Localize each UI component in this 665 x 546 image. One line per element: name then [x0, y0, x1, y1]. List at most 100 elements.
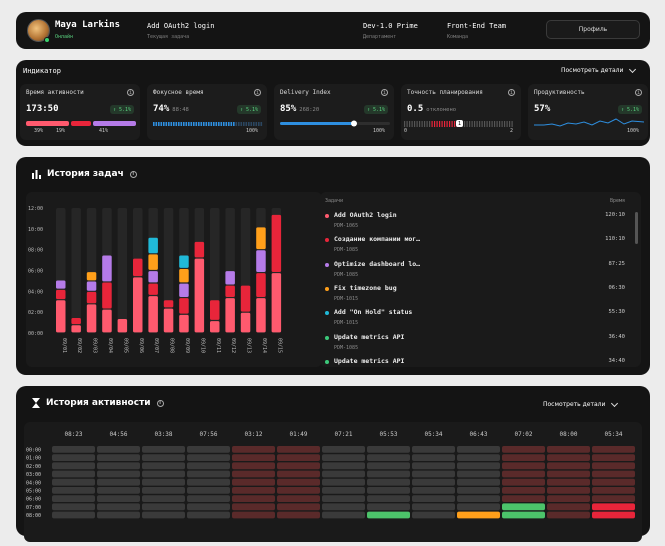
- scale-tick: [469, 121, 471, 127]
- task-list-item[interactable]: Add "On Hold" status PDM-1015 55:30: [325, 308, 625, 332]
- scale-tick: [506, 121, 508, 127]
- heatmap-cell: [367, 470, 410, 478]
- bar-segment: [71, 325, 81, 333]
- heatmap-cell: [97, 454, 140, 461]
- heatmap-cell: [592, 487, 635, 494]
- bar-segment: [117, 319, 128, 333]
- task-list-item[interactable]: Add OAuth2 login PDM-1065 120:10: [325, 211, 625, 235]
- y-tick-label: 06:00: [28, 269, 43, 275]
- y-tick-label: 04:00: [28, 289, 43, 295]
- heatmap-cell: [277, 503, 320, 511]
- focus-tick: [210, 122, 213, 126]
- accuracy-marker: 1: [456, 120, 463, 127]
- list-scrollbar[interactable]: [635, 212, 638, 244]
- metric-title: Время активности: [26, 89, 84, 96]
- bar-segment: [179, 255, 189, 268]
- focus-tick: [233, 122, 235, 126]
- heatmap-cell: [367, 503, 410, 511]
- activity-view-details[interactable]: Посмотреть детали: [543, 399, 619, 408]
- heatmap-cell: [142, 503, 185, 511]
- x-tick-label: 09/12: [230, 338, 236, 353]
- info-icon[interactable]: i: [127, 89, 134, 96]
- heatmap-cell: [52, 487, 95, 494]
- focus-tick: [178, 122, 180, 126]
- x-tick-label: 09/15: [276, 338, 282, 353]
- heatmap-cell: [367, 511, 410, 519]
- heatmap-cell: [97, 478, 140, 486]
- heatmap-cell: [547, 470, 590, 478]
- task-list-item[interactable]: Update metrics API 34:40: [325, 357, 625, 367]
- scale-tick: [504, 121, 506, 127]
- task-list-item[interactable]: Update metrics API PDM-1085 36:40: [325, 333, 625, 357]
- scale-tick: [429, 121, 431, 127]
- task-color-dot: [325, 286, 329, 291]
- indicator-view-details[interactable]: Посмотреть детали: [561, 65, 637, 74]
- task-list-item[interactable]: Создание компании мог… PDM-1085 110:10: [325, 235, 625, 259]
- heatmap-cell: [187, 470, 230, 478]
- chevron-down-icon: [629, 65, 637, 73]
- heatmap-cell: [232, 446, 275, 453]
- info-icon[interactable]: i: [156, 399, 164, 407]
- metric-focus-time[interactable]: Фокусное время i 74% 88:48 ↑ 5.1% 100%: [147, 84, 267, 140]
- bar-segment: [256, 273, 266, 297]
- heatmap-cell: [502, 470, 545, 478]
- bar-segment: [256, 227, 266, 250]
- heatmap-cell: [142, 495, 185, 502]
- heatmap-cell: [142, 478, 185, 486]
- focus-tick: [245, 122, 248, 126]
- chevron-down-icon: [611, 399, 619, 407]
- info-icon[interactable]: i: [254, 89, 261, 96]
- metric-active-time[interactable]: Время активности i 173:50 ↑ 5.1% 39% 19%…: [20, 84, 140, 140]
- heatmap-cell: [502, 503, 545, 511]
- profile-button[interactable]: Профиль: [546, 20, 640, 39]
- heatmap-cell: [457, 478, 500, 486]
- scale-min: 0: [404, 128, 408, 134]
- avatar[interactable]: [27, 19, 50, 42]
- info-icon[interactable]: i: [381, 89, 388, 96]
- heatmap-cell: [502, 454, 545, 461]
- bar-segment: [210, 321, 220, 333]
- metric-planning-accuracy[interactable]: Точность планирования i 0.5 отклонено 1 0…: [401, 84, 521, 140]
- focus-tick: [253, 122, 255, 126]
- task-list-item[interactable]: Fix timezone bug PDM-1015 06:30: [325, 284, 625, 308]
- scale-max: 100%: [246, 128, 259, 134]
- focus-tick: [248, 122, 250, 126]
- heatmap-cell: [457, 487, 500, 494]
- scale-tick: [454, 121, 456, 127]
- productivity-sparkline: [534, 118, 644, 127]
- bar-segment: [148, 237, 158, 254]
- metric-productivity[interactable]: Продуктивность i 57% ↑ 5.1% 100%: [528, 84, 648, 140]
- metric-value: 0.5 отклонено: [407, 104, 457, 114]
- focus-tick: [255, 122, 258, 126]
- scale-tick: [474, 121, 476, 127]
- scale-tick: [511, 121, 513, 127]
- task-list-item[interactable]: Optimize dashboard lo… PDM-1085 87:25: [325, 260, 625, 284]
- metric-delivery-index[interactable]: Delivery Index i 85% 268:20 ↑ 5.1% 100%: [274, 84, 394, 140]
- heatmap-cell: [412, 446, 455, 453]
- heatmap-cell: [412, 511, 455, 519]
- view-details-label: Посмотреть детали: [561, 67, 624, 74]
- info-icon[interactable]: i: [508, 89, 515, 96]
- task-time: 87:25: [608, 260, 625, 267]
- heatmap-cell: [97, 487, 140, 494]
- focus-tick: [185, 122, 188, 126]
- task-name: Update metrics API: [334, 332, 405, 341]
- bar-segment: [102, 255, 112, 282]
- bar-segment: [56, 280, 66, 289]
- heatmap-cell: [187, 511, 230, 519]
- info-icon[interactable]: i: [129, 170, 137, 178]
- column-label: 07:56: [199, 431, 217, 438]
- bar-segment: [56, 289, 66, 300]
- x-tick-label: 09/09: [184, 338, 190, 353]
- focus-tick-bar: [153, 122, 263, 126]
- scale-tick: [424, 121, 426, 127]
- bar-segment: [256, 250, 266, 272]
- heatmap-cell: [277, 446, 320, 453]
- progress-fill: [280, 122, 353, 125]
- focus-tick: [235, 122, 238, 126]
- heatmap-cell: [232, 503, 275, 511]
- heatmap-cell: [592, 478, 635, 486]
- column-label: 03:12: [244, 431, 262, 438]
- profile-header: Maya Larkins Онлайн Add OAuth2 login Тек…: [16, 12, 650, 49]
- info-icon[interactable]: i: [635, 89, 642, 96]
